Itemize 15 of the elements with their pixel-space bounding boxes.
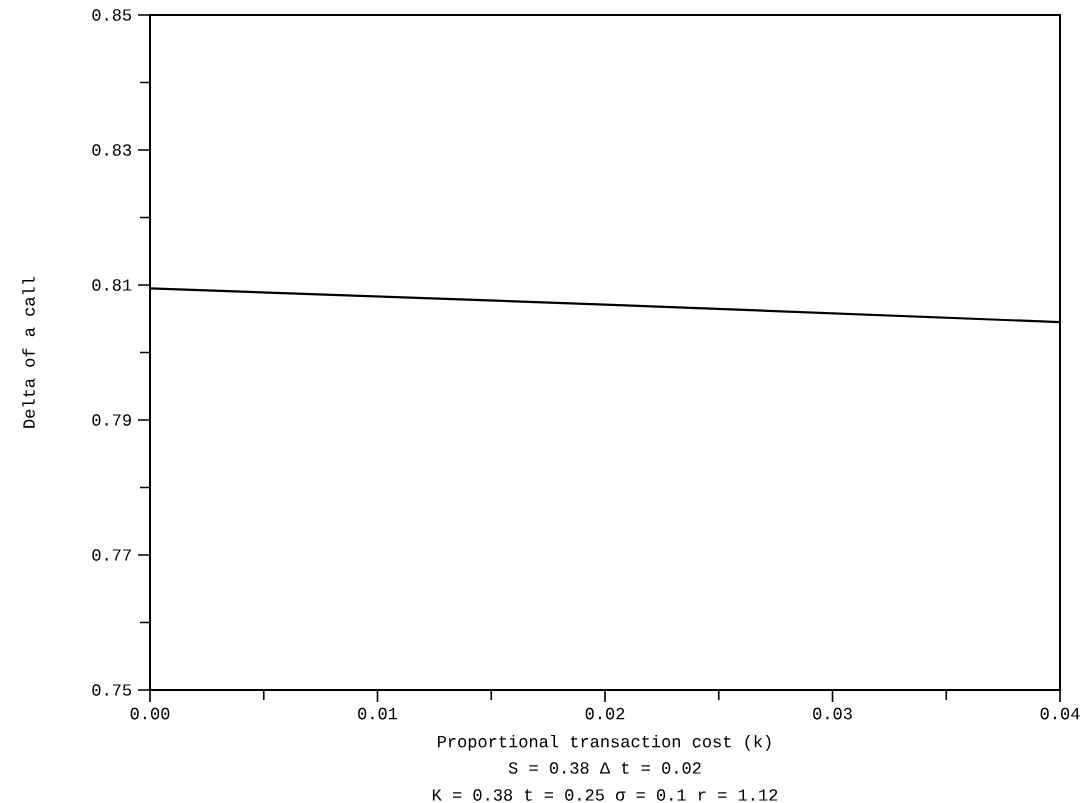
y-tick-label: 0.77 (92, 549, 131, 561)
x-tick-label: 0.03 (813, 707, 852, 720)
x-axis-title: Proportional transaction cost (k) (438, 734, 771, 751)
y-axis-title: Delta of a call (22, 276, 35, 428)
y-tick-label: 0.83 (92, 144, 132, 156)
y-tick-label: 0.81 (92, 279, 132, 291)
y-tick-label: 0.75 (92, 684, 132, 696)
x-tick-label: 0.01 (358, 707, 398, 720)
x-tick-label: 0.04 (1040, 707, 1080, 720)
text: S = 0.38 Δ t = 0.02 (508, 762, 701, 774)
text: K = 0.38 t = 0.25 σ = 0.1 r = 1.12 (432, 789, 778, 801)
x-tick-label: 0.00 (130, 707, 170, 720)
y-tick-label: 0.85 (92, 9, 132, 21)
x-tick-label: 0.02 (585, 707, 625, 720)
y-tick-label: 0.79 (92, 414, 131, 426)
